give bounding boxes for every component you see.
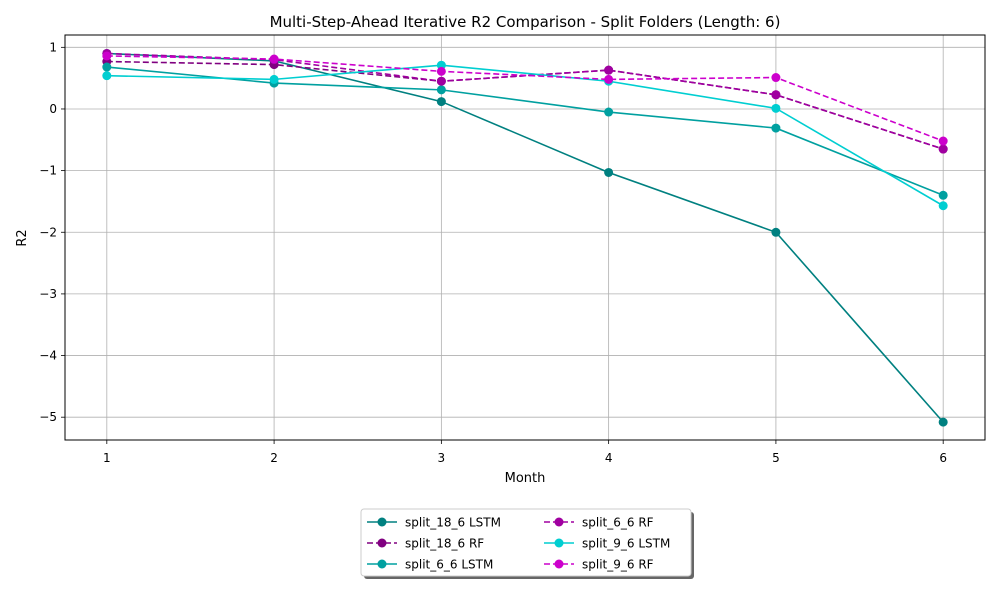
- series-line: [106, 66, 944, 197]
- y-axis-label: R2: [15, 229, 30, 246]
- legend-marker: [554, 559, 564, 569]
- data-point: [436, 97, 446, 107]
- data-point: [938, 417, 948, 427]
- x-tick-label: 6: [939, 451, 947, 465]
- data-point: [102, 62, 112, 72]
- series-6: [102, 51, 948, 146]
- data-point: [604, 107, 614, 117]
- legend-label: split_9_6 RF: [582, 558, 654, 572]
- plot-frame: [64, 34, 986, 441]
- legend-item: split_6_6 RF: [544, 516, 654, 530]
- legend-marker: [554, 517, 564, 527]
- legend-item: split_9_6 RF: [544, 558, 654, 572]
- data-point: [269, 54, 279, 64]
- legend-label: split_9_6 LSTM: [582, 537, 670, 551]
- x-tick-label: 4: [605, 451, 613, 465]
- series-5: [102, 60, 948, 211]
- legend-marker: [377, 538, 387, 548]
- series-group: [102, 48, 948, 427]
- data-point: [604, 167, 614, 177]
- data-point: [938, 201, 948, 211]
- legend-box: [360, 508, 692, 577]
- legend-marker: [377, 559, 387, 569]
- data-point: [604, 65, 614, 75]
- legend-item: split_18_6 LSTM: [367, 516, 501, 530]
- series-line: [106, 64, 944, 207]
- data-point: [771, 123, 781, 133]
- data-point: [604, 74, 614, 84]
- y-tick-label: −4: [39, 349, 57, 363]
- data-point: [938, 144, 948, 154]
- y-tick-label: 0: [49, 102, 57, 116]
- y-tick-label: −5: [39, 410, 57, 424]
- x-tick-label: 1: [103, 451, 111, 465]
- legend-label: split_6_6 RF: [582, 516, 654, 530]
- data-point: [938, 136, 948, 146]
- legend-label: split_18_6 RF: [405, 537, 484, 551]
- data-point: [771, 103, 781, 113]
- data-point: [771, 227, 781, 237]
- x-tick-label: 5: [772, 451, 780, 465]
- data-point: [436, 76, 446, 86]
- data-point: [771, 73, 781, 83]
- data-point: [436, 66, 446, 76]
- y-tick-label: 1: [49, 40, 57, 54]
- data-point: [771, 90, 781, 100]
- chart-title: Multi-Step-Ahead Iterative R2 Comparison…: [270, 13, 781, 31]
- series-line: [106, 55, 944, 142]
- legend-item: split_18_6 RF: [367, 537, 484, 551]
- legend-item: split_6_6 LSTM: [367, 558, 493, 572]
- x-tick-label: 3: [438, 451, 446, 465]
- data-point: [436, 85, 446, 95]
- series-line: [106, 52, 944, 423]
- data-point: [938, 190, 948, 200]
- x-tick-label: 2: [270, 451, 278, 465]
- y-tick-label: −3: [39, 287, 57, 301]
- data-point: [102, 71, 112, 81]
- legend-label: split_6_6 LSTM: [405, 558, 493, 572]
- legend-marker: [554, 538, 564, 548]
- data-point: [102, 51, 112, 61]
- y-tick-label: −2: [39, 225, 57, 239]
- axes: 1 2 3 4 5 6 1 0 −1 −2 −3 −4 −5: [39, 40, 947, 465]
- y-tick-label: −1: [39, 164, 57, 178]
- legend-label: split_18_6 LSTM: [405, 516, 501, 530]
- data-point: [269, 74, 279, 84]
- legend-item: split_9_6 LSTM: [544, 537, 670, 551]
- data-point: [436, 60, 446, 70]
- legend-marker: [377, 517, 387, 527]
- legend: split_18_6 LSTM split_18_6 RF split_6_6 LS…: [360, 508, 694, 579]
- x-axis-label: Month: [505, 471, 546, 486]
